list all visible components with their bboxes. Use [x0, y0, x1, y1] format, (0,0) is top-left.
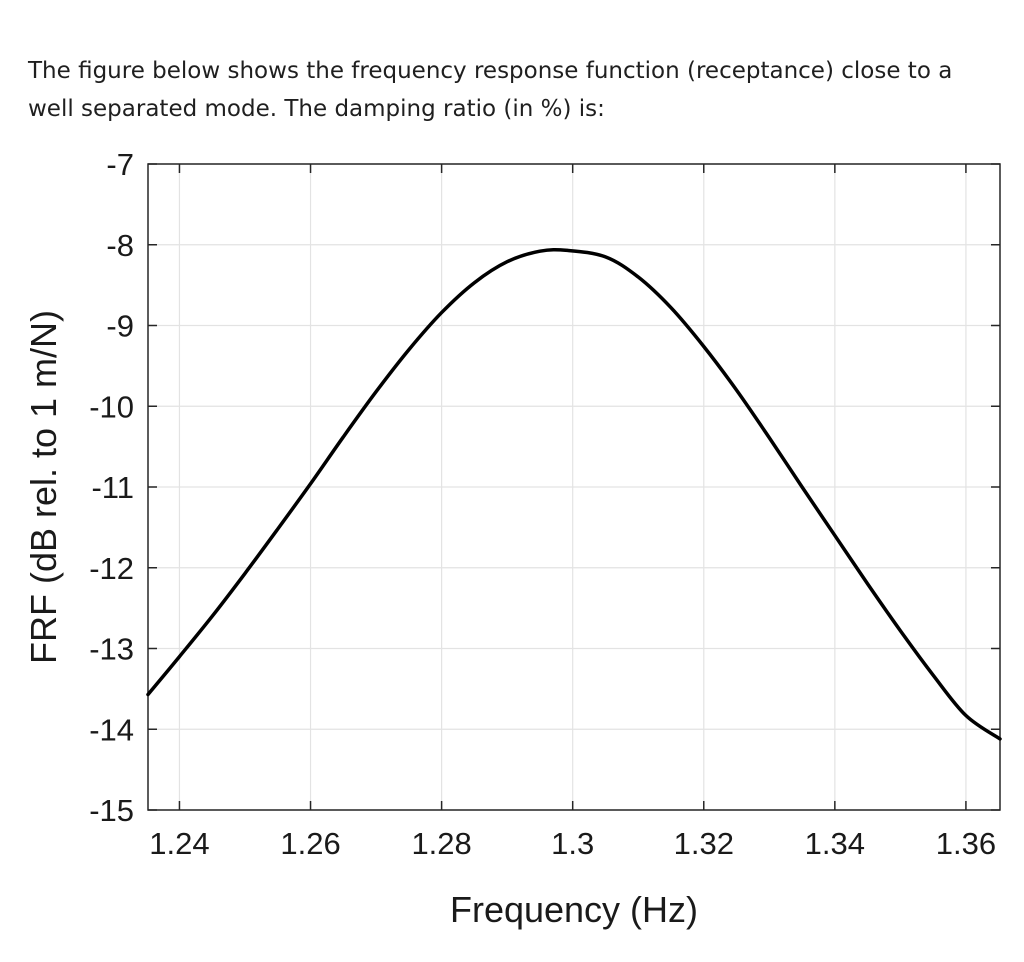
x-tick-label: 1.26: [280, 826, 340, 861]
y-tick-labels: -7 -8 -9 -10 -11 -12 -13 -14 -15: [89, 147, 134, 828]
y-tick-label: -9: [106, 309, 134, 344]
y-tick-label: -8: [106, 228, 134, 263]
tick-marks: [148, 163, 1000, 811]
y-tick-label: -12: [89, 551, 134, 586]
x-tick-label: 1.36: [936, 826, 996, 861]
y-tick-label: -7: [106, 147, 134, 182]
y-tick-label: -13: [89, 632, 134, 667]
grid-lines: [148, 163, 1000, 811]
y-axis-label: FRF (dB rel. to 1 m/N): [23, 310, 64, 664]
x-tick-label: 1.32: [674, 826, 734, 861]
y-tick-label: -14: [89, 712, 134, 747]
question-line-1: The figure below shows the frequency res…: [28, 58, 953, 84]
question-text: The figure below shows the frequency res…: [28, 52, 1008, 128]
x-tick-labels: 1.24 1.26 1.28 1.3 1.32 1.34 1.36: [149, 826, 996, 861]
frf-curve: [146, 247, 1002, 741]
x-tick-label: 1.28: [411, 826, 471, 861]
y-tick-label: -15: [89, 793, 134, 828]
x-tick-label: 1.24: [149, 826, 209, 861]
x-tick-label: 1.3: [551, 826, 594, 861]
y-tick-label: -10: [89, 389, 134, 424]
question-line-2: well separated mode. The damping ratio (…: [28, 96, 605, 122]
y-tick-label: -11: [91, 470, 134, 505]
x-axis-label: Frequency (Hz): [450, 889, 698, 930]
x-tick-label: 1.34: [805, 826, 865, 861]
